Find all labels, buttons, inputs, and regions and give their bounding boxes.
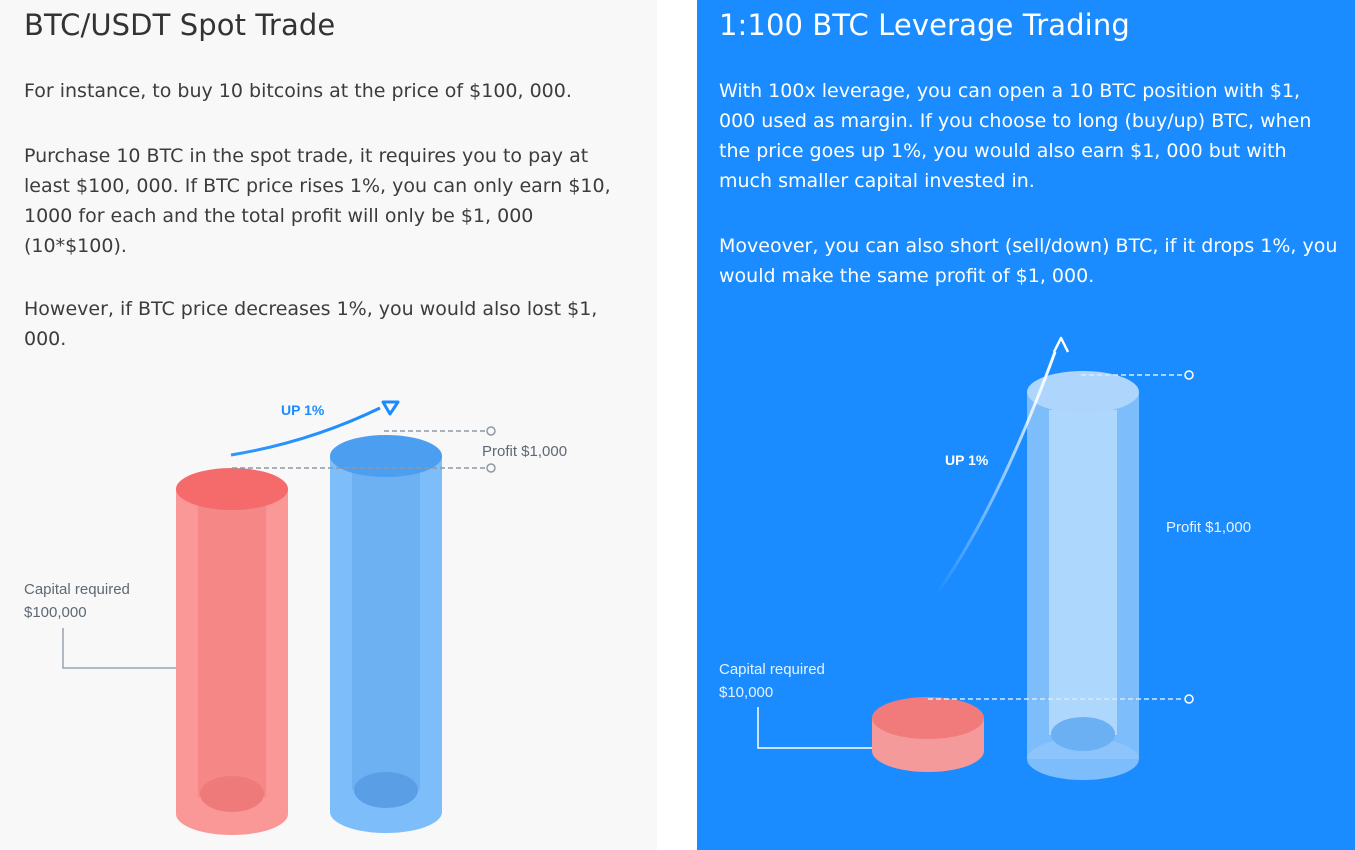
- position-cylinder: [1027, 371, 1139, 780]
- leverage-up-label: UP 1%: [945, 452, 989, 468]
- leverage-capital-amount: $10,000: [719, 684, 773, 701]
- profit-bottom-marker: [1184, 694, 1194, 704]
- spot-trade-title: BTC/USDT Spot Trade: [24, 8, 336, 42]
- up-arrow-head-icon: [381, 400, 400, 416]
- profit-bottom-marker: [486, 463, 496, 473]
- spot-profit-label: Profit $1,000: [482, 443, 567, 460]
- up-trend-arrow: [230, 406, 381, 457]
- leverage-paragraph-2: Moveover, you can also short (sell/down)…: [719, 235, 1338, 287]
- spot-paragraph-3: However, if BTC price decreases 1%, you …: [24, 298, 598, 350]
- leverage-paragraph-1: With 100x leverage, you can open a 10 BT…: [719, 80, 1312, 192]
- leverage-trading-panel: 1:100 BTC Leverage Trading With 100x lev…: [697, 0, 1355, 850]
- blue-position-cylinder: [330, 435, 442, 833]
- profit-top-marker: [486, 426, 496, 436]
- profit-top-marker: [1184, 370, 1194, 380]
- spot-paragraph-2: Purchase 10 BTC in the spot trade, it re…: [24, 145, 611, 257]
- leverage-capital-label: Capital required: [719, 661, 825, 678]
- red-capital-cylinder: [176, 468, 288, 835]
- spot-diagram: UP 1% Profit $1,000 Capital required $10…: [24, 400, 567, 835]
- panel-divider: [657, 0, 697, 850]
- spot-up-label: UP 1%: [281, 402, 325, 418]
- capital-connector-line: [757, 707, 872, 749]
- margin-cylinder: [872, 697, 984, 772]
- leverage-diagram: UP 1% Profit $1,000 Capital required $10…: [719, 336, 1251, 780]
- spot-capital-amount: $100,000: [24, 604, 87, 621]
- leverage-trading-title: 1:100 BTC Leverage Trading: [719, 8, 1130, 42]
- spot-trade-panel: BTC/USDT Spot Trade For instance, to buy…: [0, 0, 657, 850]
- up-arrow-head-icon: [1052, 336, 1070, 353]
- spot-paragraph-1: For instance, to buy 10 bitcoins at the …: [24, 80, 572, 102]
- capital-connector-line: [62, 628, 176, 669]
- up-trend-arrow: [933, 351, 1057, 597]
- spot-capital-label: Capital required: [24, 581, 130, 598]
- leverage-profit-label: Profit $1,000: [1166, 519, 1251, 536]
